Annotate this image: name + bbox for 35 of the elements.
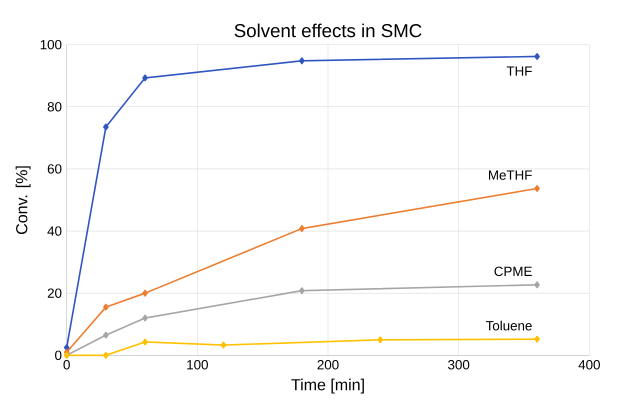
series-label: MeTHF — [489, 170, 532, 180]
y-axis-title: Conv. [%] — [16, 166, 31, 234]
x-tick-label: 100 — [187, 360, 208, 370]
x-tick-label: 400 — [578, 360, 600, 370]
point — [142, 74, 148, 82]
point — [299, 57, 305, 64]
y-tick-label: 20 — [48, 288, 62, 298]
point — [103, 352, 109, 359]
y-tick-label: 40 — [47, 226, 62, 236]
point — [534, 185, 540, 192]
point — [299, 287, 305, 294]
series-label: CPME — [494, 266, 532, 276]
y-tick-label: 80 — [48, 102, 62, 112]
x-tick-label: 200 — [318, 360, 339, 370]
point — [377, 336, 384, 344]
series-label: THF — [506, 66, 532, 76]
point — [534, 281, 540, 288]
point — [103, 124, 109, 130]
point — [534, 336, 540, 343]
x-tick-label: 0 — [63, 360, 70, 370]
chart-title: Solvent effects in SMC — [234, 24, 422, 38]
y-tick-label: 0 — [55, 350, 62, 360]
point — [142, 314, 148, 322]
series-label: Toluene — [486, 320, 532, 330]
x-tick-label: 300 — [448, 360, 470, 370]
point — [142, 290, 148, 297]
point — [220, 342, 226, 349]
point — [534, 53, 540, 60]
y-tick-label: 100 — [40, 40, 62, 50]
point — [103, 304, 109, 311]
x-axis-title: Time [min] — [291, 378, 364, 394]
point — [299, 225, 305, 232]
point — [103, 332, 109, 339]
y-tick-label: 60 — [48, 164, 62, 174]
point — [142, 338, 148, 346]
